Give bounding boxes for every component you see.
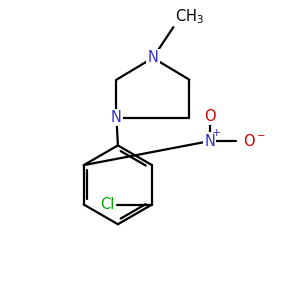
Text: N: N xyxy=(148,50,158,65)
Text: O: O xyxy=(204,109,216,124)
Text: CH$_3$: CH$_3$ xyxy=(175,7,204,26)
Text: N: N xyxy=(204,134,215,148)
Text: O$^-$: O$^-$ xyxy=(243,133,267,149)
Text: N: N xyxy=(111,110,122,125)
Text: Cl: Cl xyxy=(100,197,115,212)
Text: +: + xyxy=(212,128,221,138)
